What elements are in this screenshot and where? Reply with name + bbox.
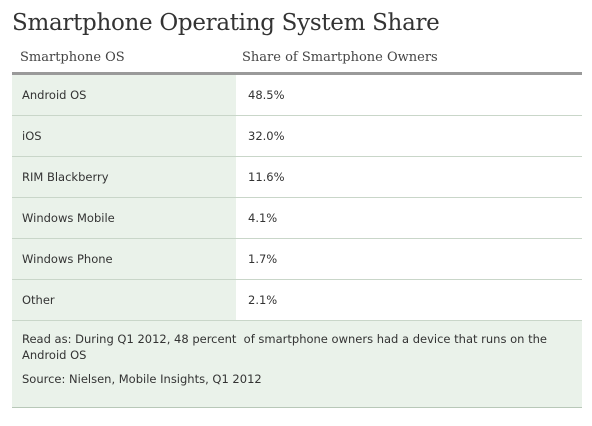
share-cell: 2.1% [236, 280, 582, 320]
page-title: Smartphone Operating System Share [12, 10, 440, 36]
table-row: Android OS 48.5% [12, 75, 582, 116]
os-cell: Android OS [12, 75, 236, 115]
share-cell: 32.0% [236, 116, 582, 156]
share-cell: 48.5% [236, 75, 582, 115]
os-cell: Other [12, 280, 236, 320]
table-row: RIM Blackberry 11.6% [12, 157, 582, 198]
share-cell: 4.1% [236, 198, 582, 238]
source-note: Source: Nielsen, Mobile Insights, Q1 201… [22, 372, 262, 386]
header-share: Share of Smartphone Owners [242, 49, 438, 65]
os-cell: Windows Mobile [12, 198, 236, 238]
table-header: Smartphone OS Share of Smartphone Owners [12, 42, 582, 75]
table-row: iOS 32.0% [12, 116, 582, 157]
os-cell: iOS [12, 116, 236, 156]
table-row: Other 2.1% [12, 280, 582, 321]
share-cell: 11.6% [236, 157, 582, 197]
read-as-note: Read as: During Q1 2012, 48 percent of s… [22, 332, 551, 362]
table-card: Smartphone Operating System Share Smartp… [12, 6, 582, 408]
share-cell: 1.7% [236, 239, 582, 279]
table-row: Windows Mobile 4.1% [12, 198, 582, 239]
os-cell: RIM Blackberry [12, 157, 236, 197]
os-cell: Windows Phone [12, 239, 236, 279]
table-footnote: Read as: During Q1 2012, 48 percent of s… [12, 321, 582, 408]
table-row: Windows Phone 1.7% [12, 239, 582, 280]
header-os: Smartphone OS [20, 49, 125, 65]
